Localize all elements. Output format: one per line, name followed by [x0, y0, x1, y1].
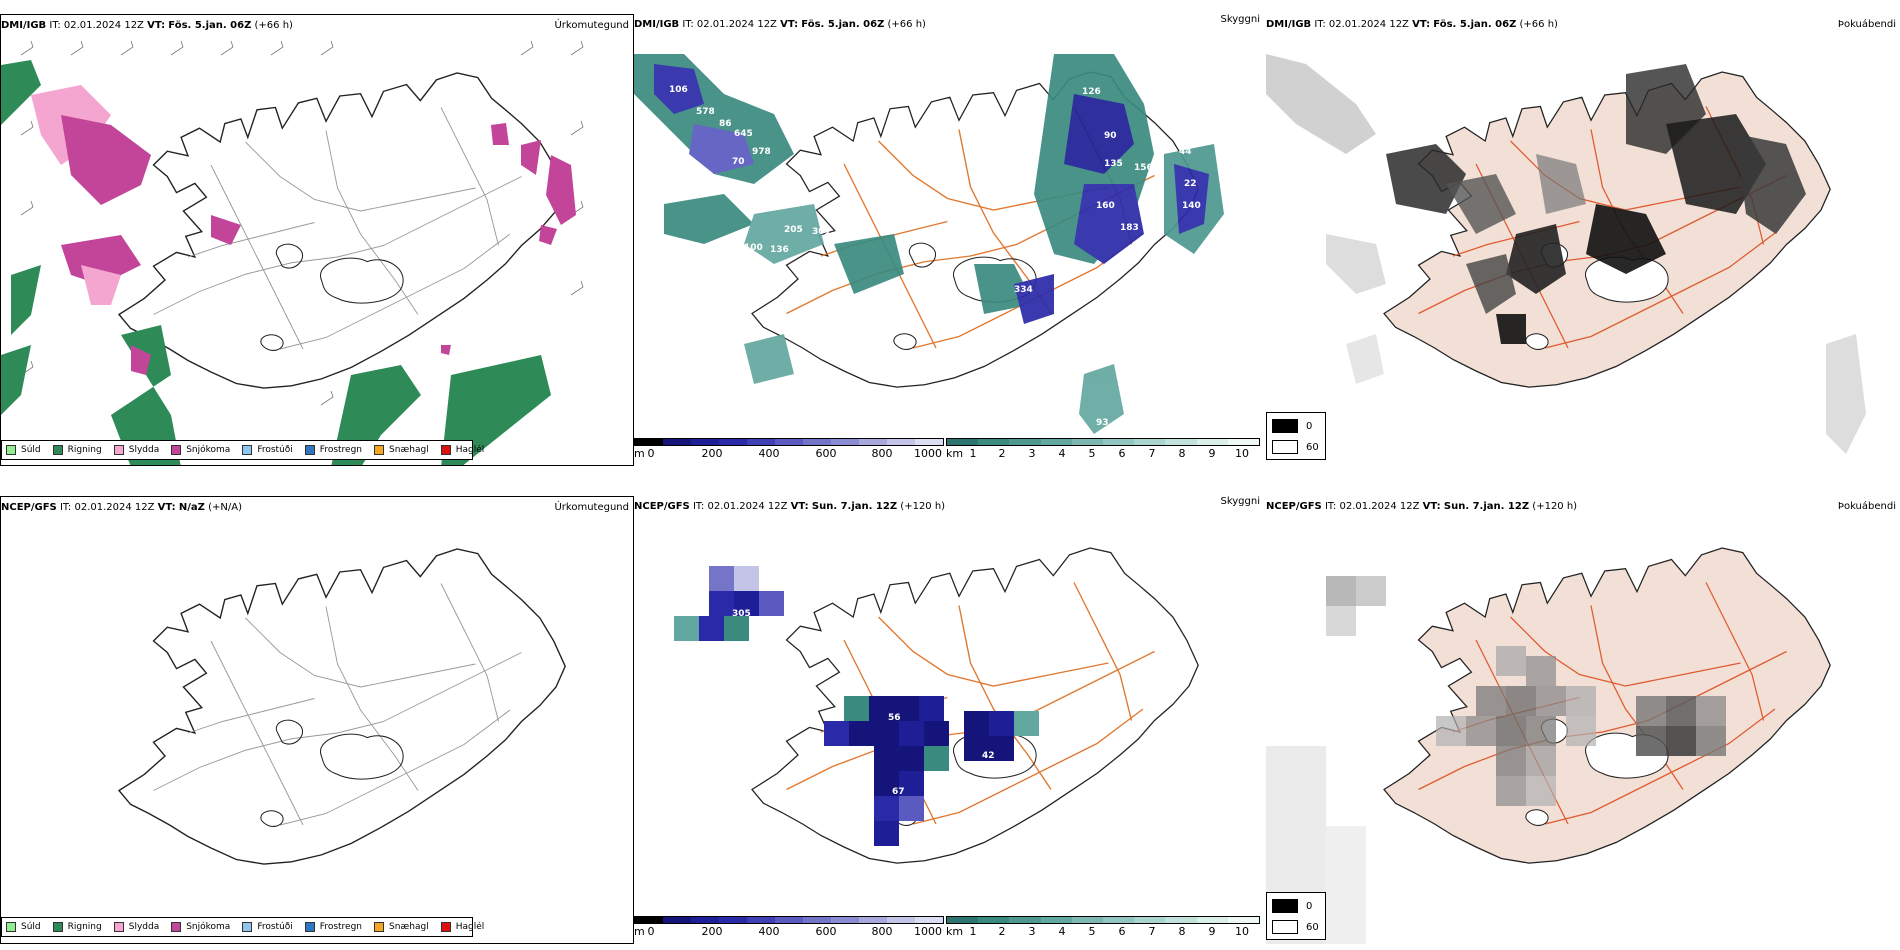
value-label: 334: [1014, 285, 1033, 295]
legend-item: Haglél: [440, 922, 484, 932]
fog-key: 0 60: [1266, 892, 1326, 940]
scale-m-bar: m 0 200 400 600 800 1000: [634, 438, 944, 464]
legend-item: Frostúði: [242, 445, 293, 455]
panel-bottom-cloud: 305 56 42 67 NCEP/GFS IT: 02.01.2024 12Z…: [634, 496, 1264, 944]
value-label: 97: [678, 179, 691, 189]
scale-unit: m: [634, 447, 645, 460]
panel-header: DMI/IGB IT: 02.01.2024 12Z VT: Fös. 5.ja…: [1266, 19, 1558, 30]
value-label: 70: [732, 157, 745, 167]
value-label: 160: [1096, 201, 1115, 211]
scale-m-labels: m 0 200 400 600 800 1000: [634, 925, 942, 938]
panel-top-cloud: 106 578 86 645 978 70 97 126 90 135 156 …: [634, 14, 1264, 466]
value-label: 44: [1179, 147, 1192, 157]
value-label: 978: [752, 147, 771, 157]
legend-item: Súld: [6, 922, 41, 932]
scale-km-colors: [946, 916, 1260, 924]
legend-item: Slydda: [113, 922, 159, 932]
legend-item: Snæhagl: [374, 445, 429, 455]
legend-item: Frostúði: [242, 922, 293, 932]
value-label: 140: [1182, 201, 1201, 211]
cloud-blocks: [674, 566, 1039, 846]
panel-header: NCEP/GFS IT: 02.01.2024 12Z VT: N/aZ (+N…: [1, 502, 242, 513]
value-label: 42: [982, 751, 995, 761]
legend-item: Frostregn: [304, 445, 362, 455]
legend-item: Snæhagl: [374, 922, 429, 932]
fog-map: [1266, 547, 1831, 944]
cloud-map: 106 578 86 645 978 70 97 126 90 135 156 …: [634, 54, 1224, 434]
scale-unit: m: [634, 925, 645, 938]
scale-unit: km: [946, 447, 964, 460]
value-label: 305: [732, 609, 751, 619]
value-label: 106: [669, 85, 688, 95]
panel-title: Þokuábendi: [1837, 19, 1896, 30]
value-label: 126: [1082, 87, 1101, 97]
cloud-areas: [634, 54, 1224, 434]
panel-header: DMI/IGB IT: 02.01.2024 12Z VT: Fös. 5.ja…: [634, 19, 926, 30]
value-label: 205: [784, 225, 803, 235]
panel-header: DMI/IGB IT: 02.01.2024 12Z VT: Fös. 5.ja…: [1, 20, 293, 31]
scale-m-labels: m 0 200 400 600 800 1000: [634, 447, 942, 460]
panel-title: Úrkomutegund: [554, 20, 629, 31]
precip-type-legend: Súld Rigning Slydda Snjókoma Frostúði Fr…: [1, 917, 484, 937]
panel-title: Úrkomutegund: [554, 502, 629, 513]
scale-km-labels: km 1 2 3 4 5 6 7 8 9 10: [946, 925, 1249, 938]
panel-title: Þokuábendi: [1837, 501, 1896, 512]
value-label: 183: [1120, 223, 1139, 233]
cloud-map: 305 56 42 67: [674, 547, 1199, 864]
legend-item: Snjókoma: [171, 922, 230, 932]
fog-areas-sea: [1266, 54, 1866, 454]
panel-title: Skyggni: [1220, 496, 1260, 507]
panel-title: Skyggni: [1220, 14, 1260, 25]
value-label: 136: [770, 245, 789, 255]
value-label: 93: [1096, 418, 1109, 428]
value-label: 100: [744, 243, 763, 253]
scale-km-colors: [946, 438, 1260, 446]
value-label: 67: [892, 787, 905, 797]
legend-item: Rigning: [52, 922, 102, 932]
legend-item: Haglél: [440, 445, 484, 455]
value-label: 645: [734, 129, 753, 139]
scale-km-bar: km 1 2 3 4 5 6 7 8 9 10: [946, 916, 1260, 942]
cloud-value-labels: 305 56 42 67: [732, 609, 995, 797]
value-label: 86: [719, 119, 732, 129]
panel-bottom-precip: NCEP/GFS IT: 02.01.2024 12Z VT: N/aZ (+N…: [0, 496, 634, 944]
fog-key: 0 60: [1266, 412, 1326, 460]
legend-item: Frostregn: [304, 922, 362, 932]
value-label: 90: [1104, 131, 1117, 141]
scale-m-colors: [634, 438, 944, 446]
precip-map: [1, 40, 584, 465]
fog-areas-land: [1386, 64, 1806, 344]
value-label: 135: [1104, 159, 1123, 169]
fog-map: [1266, 54, 1866, 454]
value-label: 22: [1184, 179, 1197, 189]
panel-header: NCEP/GFS IT: 02.01.2024 12Z VT: Sun. 7.j…: [1266, 501, 1578, 512]
value-label: 56: [888, 713, 901, 723]
value-label: 578: [696, 107, 715, 117]
scale-m-bar: m 0 200 400 600 800 1000: [634, 916, 944, 942]
value-label: 301: [812, 227, 831, 237]
precip-map: [118, 548, 566, 865]
panel-top-precip: DMI/IGB IT: 02.01.2024 12Z VT: Fös. 5.ja…: [0, 14, 634, 466]
value-label: 156: [1134, 163, 1153, 173]
legend-item: Slydda: [113, 445, 159, 455]
cloud-value-labels: 106 578 86 645 978 70 97 126 90 135 156 …: [669, 85, 1201, 428]
scale-km-labels: km 1 2 3 4 5 6 7 8 9 10: [946, 447, 1249, 460]
scale-km-bar: km 1 2 3 4 5 6 7 8 9 10: [946, 438, 1260, 464]
legend-item: Snjókoma: [171, 445, 230, 455]
panel-header: NCEP/GFS IT: 02.01.2024 12Z VT: Sun. 7.j…: [634, 501, 946, 512]
precip-type-legend: Súld Rigning Slydda Snjókoma Frostúði Fr…: [1, 440, 484, 460]
legend-item: Súld: [6, 445, 41, 455]
fog-blocks: [1326, 576, 1726, 806]
scale-unit: km: [946, 925, 964, 938]
scale-m-colors: [634, 916, 944, 924]
legend-item: Rigning: [52, 445, 102, 455]
panel-top-fog: DMI/IGB IT: 02.01.2024 12Z VT: Fös. 5.ja…: [1266, 14, 1900, 466]
panel-bottom-fog: NCEP/GFS IT: 02.01.2024 12Z VT: Sun. 7.j…: [1266, 496, 1900, 944]
